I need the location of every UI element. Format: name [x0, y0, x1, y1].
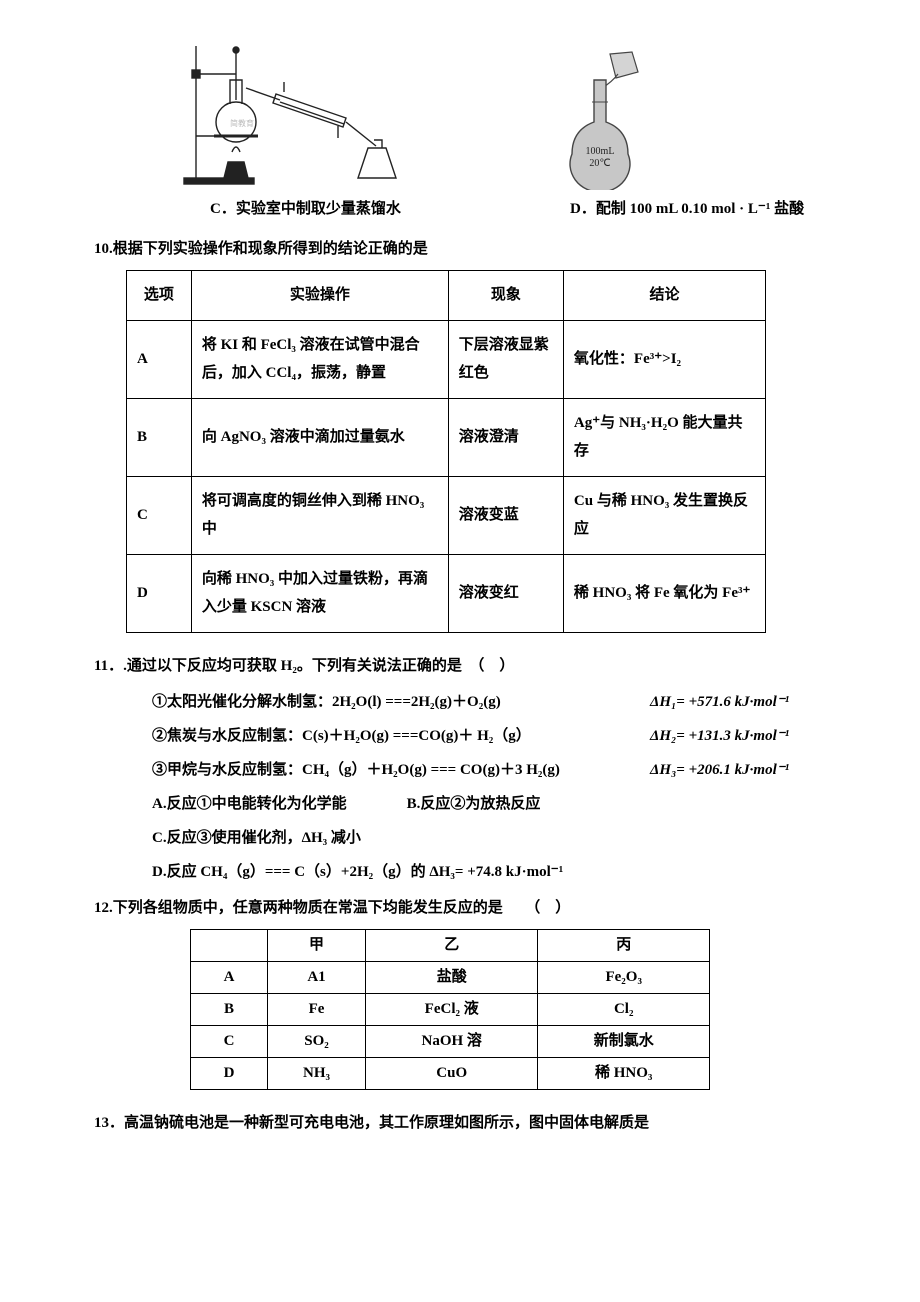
q11-optD: D.反应 CH₄（g）=== C（s）+2H₂（g）的 ΔH₃= +74.8 k…: [152, 864, 563, 880]
q11-r2-dh: ΔH₂= +131.3 kJ·mol⁻¹: [650, 721, 830, 751]
q10-h-op: 实验操作: [191, 271, 448, 321]
table-row: D 向稀 HNO₃ 中加入过量铁粉，再滴入少量 KSCN 溶液 溶液变红 稀 H…: [127, 554, 766, 632]
figure-d: 100mL 20℃: [560, 50, 640, 190]
q10-a-opt: A: [127, 320, 192, 398]
flask-label-vol: 100mL: [586, 146, 615, 157]
q10-c-op: 将可调高度的铜丝伸入到稀 HNO₃ 中: [191, 476, 448, 554]
q10-d-ph: 溶液变红: [448, 554, 563, 632]
q12-b-bing: Cl₂: [538, 993, 710, 1025]
figure-captions: C．实验室中制取少量蒸馏水 D．配制 100 mL 0.10 mol · L⁻¹…: [210, 194, 830, 224]
q12-d-yi: CuO: [366, 1057, 538, 1089]
q10-d-con: 稀 HNO₃ 将 Fe 氧化为 Fe³⁺: [563, 554, 765, 632]
q10-b-op: 向 AgNO₃ 溶液中滴加过量氨水: [191, 398, 448, 476]
q11-optB: B.反应②为放热反应: [407, 796, 541, 812]
q10-d-op: 向稀 HNO₃ 中加入过量铁粉，再滴入少量 KSCN 溶液: [191, 554, 448, 632]
q10-h-opt: 选项: [127, 271, 192, 321]
flask-label-temp: 20℃: [589, 158, 610, 169]
q11-r3-dh: ΔH₃= +206.1 kJ·mol⁻¹: [650, 755, 830, 785]
q12-h-bing: 丙: [538, 929, 710, 961]
table-row: C 将可调高度的铜丝伸入到稀 HNO₃ 中 溶液变蓝 Cu 与稀 HNO₃ 发生…: [127, 476, 766, 554]
q11-r2-lhs: ②焦炭与水反应制氢：C(s)＋H₂O(g) ===CO(g)＋ H₂（g）: [152, 721, 650, 751]
q10-b-con: Ag⁺与 NH₃·H₂O 能大量共存: [563, 398, 765, 476]
q12-h-yi: 乙: [366, 929, 538, 961]
q12-h-blank: [191, 929, 268, 961]
q12-a-jia: A1: [268, 961, 366, 993]
caption-c-text: 实验室中制取少量蒸馏水: [236, 201, 401, 217]
table-row: A A1 盐酸 Fe₂O₃: [191, 961, 710, 993]
q12-stem: 12.下列各组物质中，任意两种物质在常温下均能发生反应的是 （ ）: [94, 893, 830, 923]
q10-b-opt: B: [127, 398, 192, 476]
q10-c-con: Cu 与稀 HNO₃ 发生置换反应: [563, 476, 765, 554]
q12-c-opt: C: [191, 1025, 268, 1057]
q10-a-ph: 下层溶液显紫红色: [448, 320, 563, 398]
q12-b-yi: FeCl₂ 液: [366, 993, 538, 1025]
q10-a-op: 将 KI 和 FeCl₃ 溶液在试管中混合后，加入 CCl₄，振荡，静置: [191, 320, 448, 398]
caption-d-label: D．: [570, 201, 596, 217]
q11-optC: C.反应③使用催化剂，ΔH₃ 减小: [152, 830, 361, 846]
distillation-apparatus-icon: 简教育: [180, 40, 420, 190]
q12-d-opt: D: [191, 1057, 268, 1089]
q12-h-jia: 甲: [268, 929, 366, 961]
table-row: B 向 AgNO₃ 溶液中滴加过量氨水 溶液澄清 Ag⁺与 NH₃·H₂O 能大…: [127, 398, 766, 476]
q10-table: 选项 实验操作 现象 结论 A 将 KI 和 FeCl₃ 溶液在试管中混合后，加…: [126, 270, 766, 633]
q11-stem: 11．.通过以下反应均可获取 H₂。下列有关说法正确的是 （ ）: [94, 651, 830, 681]
q10-b-ph: 溶液澄清: [448, 398, 563, 476]
q10-c-ph: 溶液变蓝: [448, 476, 563, 554]
q12-b-jia: Fe: [268, 993, 366, 1025]
q12-a-opt: A: [191, 961, 268, 993]
volumetric-flask-icon: 100mL 20℃: [560, 50, 640, 190]
q12-a-bing: Fe₂O₃: [538, 961, 710, 993]
q10-h-con: 结论: [563, 271, 765, 321]
q10-h-ph: 现象: [448, 271, 563, 321]
q11-r3-lhs: ③甲烷与水反应制氢：CH₄（g）＋H₂O(g) === CO(g)＋3 H₂(g…: [152, 755, 650, 785]
table-row: A 将 KI 和 FeCl₃ 溶液在试管中混合后，加入 CCl₄，振荡，静置 下…: [127, 320, 766, 398]
q11-optA: A.反应①中电能转化为化学能: [152, 796, 347, 812]
q11-body: ①太阳光催化分解水制氢：2H₂O(l) ===2H₂(g)＋O₂(g)ΔH₁= …: [152, 687, 830, 887]
q12-table: 甲 乙 丙 A A1 盐酸 Fe₂O₃ B Fe FeCl₂ 液 Cl₂ C S…: [190, 929, 710, 1090]
caption-c-label: C．: [210, 201, 236, 217]
figure-c: 简教育: [180, 40, 420, 190]
q10-stem: 10.根据下列实验操作和现象所得到的结论正确的是: [94, 234, 830, 264]
table-row: B Fe FeCl₂ 液 Cl₂: [191, 993, 710, 1025]
figure-row: 简教育 100mL 20℃: [180, 40, 830, 190]
q13-stem: 13．高温钠硫电池是一种新型可充电电池，其工作原理如图所示，图中固体电解质是: [94, 1108, 830, 1138]
q11-r1-dh: ΔH₁= +571.6 kJ·mol⁻¹: [650, 687, 830, 717]
q12-c-bing: 新制氯水: [538, 1025, 710, 1057]
q12-a-yi: 盐酸: [366, 961, 538, 993]
q12-d-bing: 稀 HNO₃: [538, 1057, 710, 1089]
q12-b-opt: B: [191, 993, 268, 1025]
q10-c-opt: C: [127, 476, 192, 554]
q11-r1-lhs: ①太阳光催化分解水制氢：2H₂O(l) ===2H₂(g)＋O₂(g): [152, 687, 650, 717]
q12-c-jia: SO₂: [268, 1025, 366, 1057]
q10-a-con: 氧化性：Fe³⁺>I₂: [563, 320, 765, 398]
q10-d-opt: D: [127, 554, 192, 632]
watermark-text: 简教育: [230, 118, 254, 128]
caption-d-text: 配制 100 mL 0.10 mol · L⁻¹ 盐酸: [596, 201, 804, 217]
table-row: D NH₃ CuO 稀 HNO₃: [191, 1057, 710, 1089]
table-row: C SO₂ NaOH 溶 新制氯水: [191, 1025, 710, 1057]
q12-c-yi: NaOH 溶: [366, 1025, 538, 1057]
q12-d-jia: NH₃: [268, 1057, 366, 1089]
